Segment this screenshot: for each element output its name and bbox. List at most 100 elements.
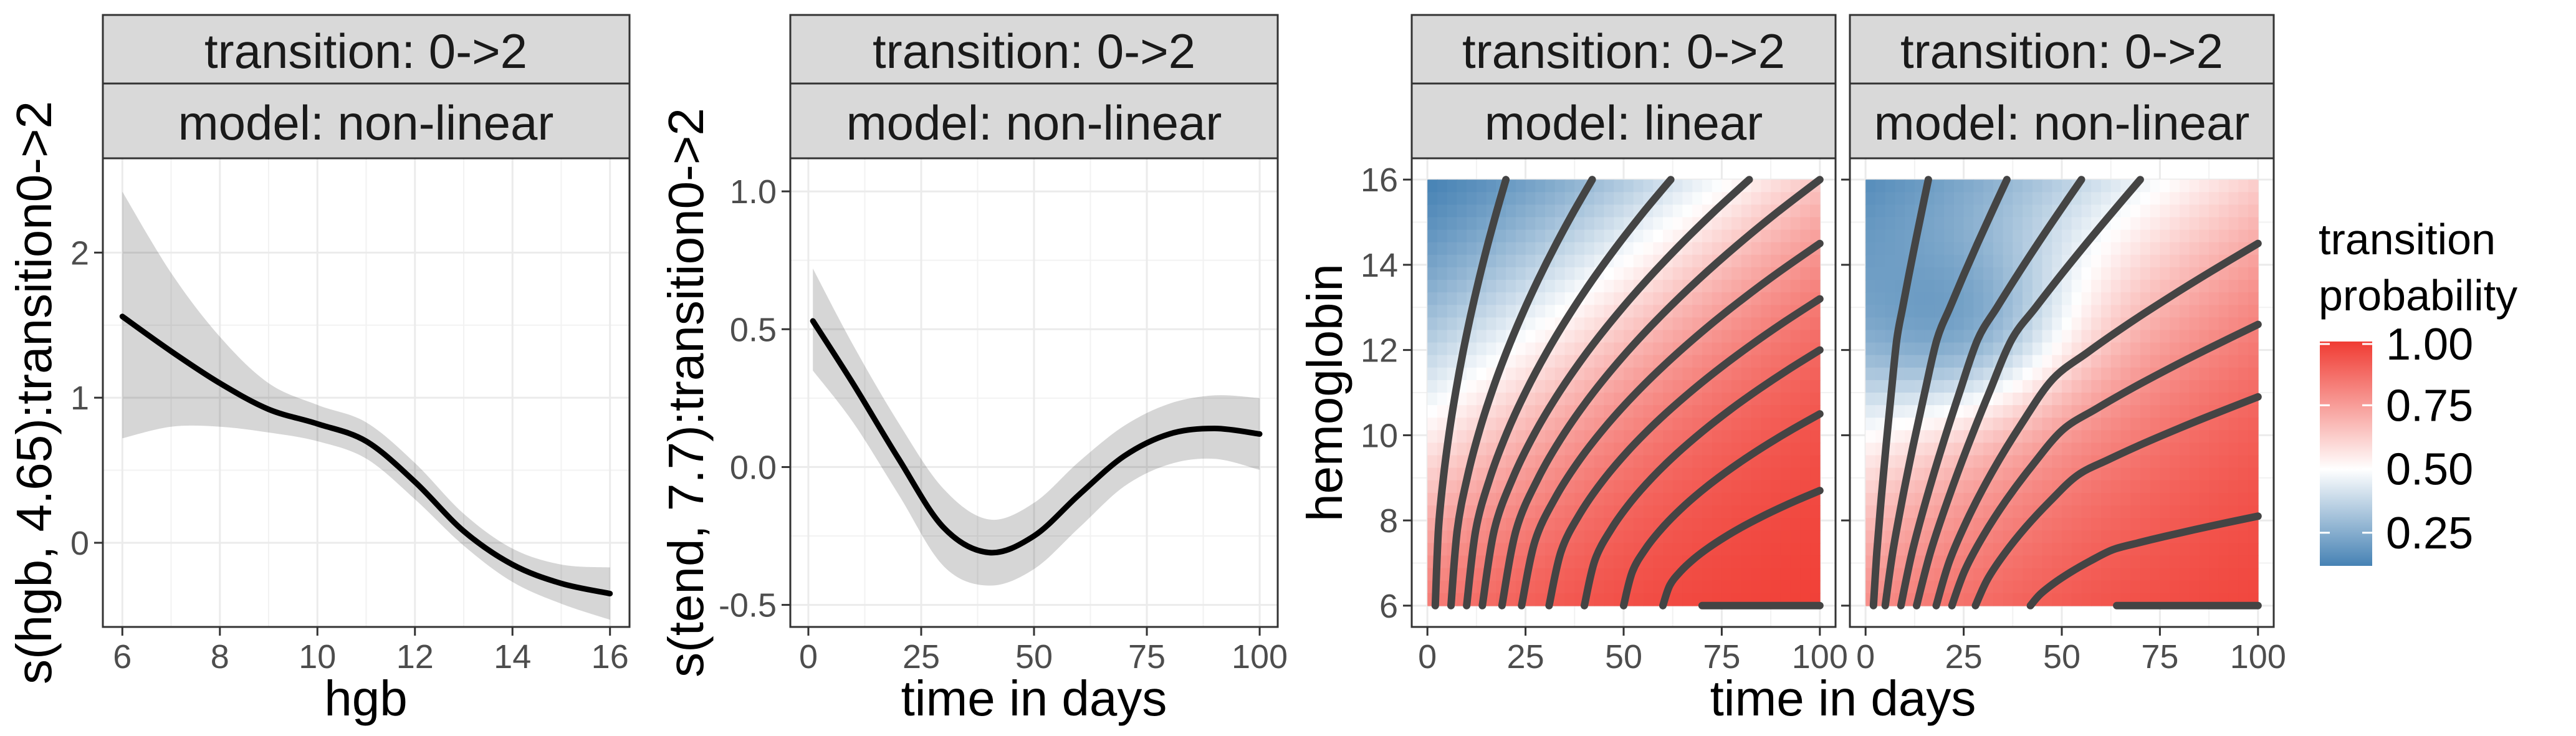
heat-tile	[1905, 505, 1915, 519]
heat-tile	[2199, 192, 2210, 206]
heat-tile	[2238, 430, 2249, 444]
heat-tile	[1614, 430, 1624, 444]
heat-tile	[1885, 254, 1896, 268]
heat-tile	[1633, 179, 1644, 193]
heat-tile	[1554, 204, 1566, 218]
heat-tile	[2120, 292, 2131, 305]
heat-tile	[1800, 467, 1811, 481]
heat-tile	[1751, 254, 1762, 268]
heat-tile	[1554, 418, 1566, 431]
heat-tile	[2199, 229, 2210, 243]
heat-tile	[1525, 267, 1536, 280]
heat-tile	[1944, 530, 1955, 544]
heat-tile	[1721, 204, 1732, 218]
heat-tile	[1790, 442, 1801, 456]
heat-tile	[2140, 342, 2151, 356]
heat-tile	[2042, 555, 2052, 569]
heat-tile	[2091, 480, 2102, 494]
heat-tile	[1535, 317, 1546, 331]
heat-tile	[2013, 342, 2023, 356]
heat-tile	[1712, 492, 1723, 506]
heat-tile	[1506, 192, 1516, 206]
heat-tile	[1467, 342, 1477, 356]
heat-tile	[2199, 393, 2210, 406]
heat-tile	[1905, 355, 1915, 368]
heat-tile	[2071, 305, 2082, 318]
heat-tile	[1771, 580, 1781, 594]
heat-tile	[1934, 405, 1945, 418]
heat-tile	[1545, 355, 1556, 368]
heat-tile	[1437, 380, 1448, 393]
heat-tile	[2071, 317, 2082, 331]
heat-tile	[1633, 229, 1644, 243]
heat-tile	[1934, 192, 1945, 206]
heat-tile	[1574, 380, 1585, 393]
heat-tile	[2179, 242, 2190, 256]
heat-tile	[1790, 217, 1801, 231]
heat-tile	[2209, 367, 2219, 381]
heat-tile	[1905, 367, 1915, 381]
heat-tile	[1486, 267, 1497, 280]
heat-tile	[1486, 492, 1497, 506]
heat-tile	[1780, 217, 1791, 231]
heat-tile	[1554, 455, 1566, 469]
heat-tile	[2023, 380, 2033, 393]
heat-tile	[2101, 442, 2112, 456]
heat-tile	[2238, 418, 2249, 431]
heat-tile	[1604, 267, 1614, 280]
heat-tile	[1963, 229, 1975, 243]
heat-tile	[1692, 518, 1703, 531]
heat-tile	[2209, 192, 2219, 206]
heat-tile	[1963, 393, 1975, 406]
heat-tile	[1800, 518, 1811, 531]
panel-heatmap-linear: transition: 0->2 model: linear 0 25 50 75 10…	[1297, 14, 1848, 676]
heat-tile	[2209, 204, 2219, 218]
heat-tile	[2052, 418, 2062, 431]
heat-tile	[1476, 355, 1487, 368]
heat-tile	[1800, 267, 1811, 280]
heat-tile	[1895, 367, 1905, 381]
heat-tile	[1614, 418, 1624, 431]
heat-tile	[1810, 467, 1821, 481]
heat-tile	[1780, 518, 1791, 531]
heat-tile	[1865, 217, 1876, 231]
heat-tile	[1914, 555, 1925, 569]
heat-tile	[1437, 204, 1448, 218]
heat-tile	[1506, 280, 1516, 293]
heat-tile	[1554, 467, 1566, 481]
heat-tile	[1810, 455, 1821, 469]
heat-tile	[1692, 254, 1703, 268]
heat-tile	[2091, 467, 2102, 481]
heat-tile	[2101, 192, 2112, 206]
heat-tile	[2228, 217, 2239, 231]
heat-tile	[2032, 568, 2043, 581]
heat-tile	[2248, 267, 2259, 280]
heat-tile	[1761, 580, 1771, 594]
heat-tile	[1963, 492, 1975, 506]
heat-tile	[2062, 229, 2072, 243]
heat-tile	[1515, 192, 1526, 206]
heat-tile	[2081, 518, 2092, 531]
legend-colorbar	[2320, 342, 2372, 566]
heat-tile	[1810, 317, 1821, 331]
heat-tile	[1924, 442, 1935, 456]
heat-tile	[1905, 192, 1915, 206]
heat-tile	[1741, 543, 1752, 557]
heat-tile	[2110, 580, 2122, 594]
heat-tile	[1604, 555, 1614, 569]
heat-tile	[2189, 204, 2200, 218]
heat-tile	[2179, 580, 2190, 594]
heat-tile	[1663, 442, 1673, 456]
heat-tile	[1545, 179, 1556, 193]
heat-tile	[2209, 505, 2219, 519]
heat-tile	[1467, 242, 1477, 256]
heat-tile	[1934, 355, 1945, 368]
heat-tile	[1885, 242, 1896, 256]
heat-tile	[2140, 267, 2151, 280]
heat-tile	[1643, 593, 1654, 606]
heat-tile	[1624, 467, 1634, 481]
heat-tile	[1525, 204, 1536, 218]
heat-tile	[1973, 555, 1984, 569]
heat-tile	[1865, 455, 1876, 469]
heat-tile	[1437, 179, 1448, 193]
